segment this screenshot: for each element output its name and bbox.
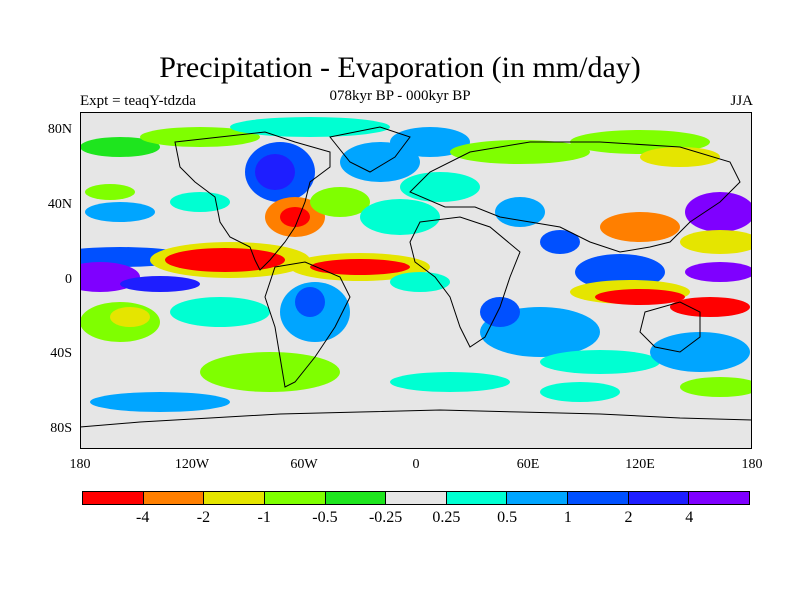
x-tick-60w: 60W xyxy=(290,457,318,472)
south-america-coast xyxy=(264,261,351,388)
australia-coast xyxy=(639,301,701,353)
colorbar-cell xyxy=(446,492,508,504)
colorbar-label: 0.5 xyxy=(497,509,518,526)
colorbar-cell xyxy=(628,492,690,504)
colorbar-cell xyxy=(325,492,387,504)
x-tick-120e: 120E xyxy=(625,457,655,472)
x-tick-180-left: 180 xyxy=(69,457,91,472)
colorbar-cell xyxy=(568,492,629,504)
map-panel xyxy=(80,112,752,449)
colorbar-label: -1 xyxy=(257,509,271,526)
y-tick-80s: 80S xyxy=(50,421,72,436)
colorbar-cell xyxy=(507,492,569,504)
x-tick-180-right: 180 xyxy=(741,457,763,472)
colorbar-label: 1 xyxy=(563,509,572,526)
colorbar-label: -2 xyxy=(196,509,211,526)
x-tick-120w: 120W xyxy=(174,457,210,472)
antarctica-coast xyxy=(80,409,752,428)
map-frame xyxy=(80,112,752,449)
plot-subtitle: 078kyr BP - 000kyr BP xyxy=(329,88,471,104)
colorbar-label: 0.25 xyxy=(432,509,461,526)
plot-title: Precipitation - Evaporation (in mm/day) xyxy=(159,51,641,84)
colorbar-cell xyxy=(83,492,144,504)
colorbar-cell xyxy=(143,492,205,504)
y-tick-40n: 40N xyxy=(47,197,72,212)
colorbar-label: -0.5 xyxy=(312,509,338,526)
africa-coast xyxy=(409,216,521,348)
colorbar-label: 2 xyxy=(624,509,633,526)
y-tick-40s: 40S xyxy=(50,346,72,361)
field-blobs xyxy=(80,117,752,412)
season-label: JJA xyxy=(730,93,753,109)
precip-evap-map xyxy=(80,112,752,449)
colorbar-label: 4 xyxy=(685,509,694,526)
colorbar-cell xyxy=(689,492,750,504)
eurasia-coast xyxy=(409,141,741,253)
colorbar-cell xyxy=(264,492,326,504)
experiment-label: Expt = teaqY-tdzda xyxy=(80,93,196,109)
colorbar-cell xyxy=(204,492,265,504)
colorbar-label: -0.25 xyxy=(368,509,403,526)
coastlines xyxy=(80,126,752,428)
colorbar xyxy=(82,491,750,505)
north-america-coast xyxy=(174,131,331,271)
y-tick-0: 0 xyxy=(65,272,72,287)
greenland-coast xyxy=(329,126,411,173)
colorbar-label: -4 xyxy=(136,509,150,526)
x-tick-0: 0 xyxy=(412,457,420,472)
colorbar-cell xyxy=(386,492,447,504)
x-tick-60e: 60E xyxy=(516,457,540,472)
y-tick-80n: 80N xyxy=(47,122,72,137)
